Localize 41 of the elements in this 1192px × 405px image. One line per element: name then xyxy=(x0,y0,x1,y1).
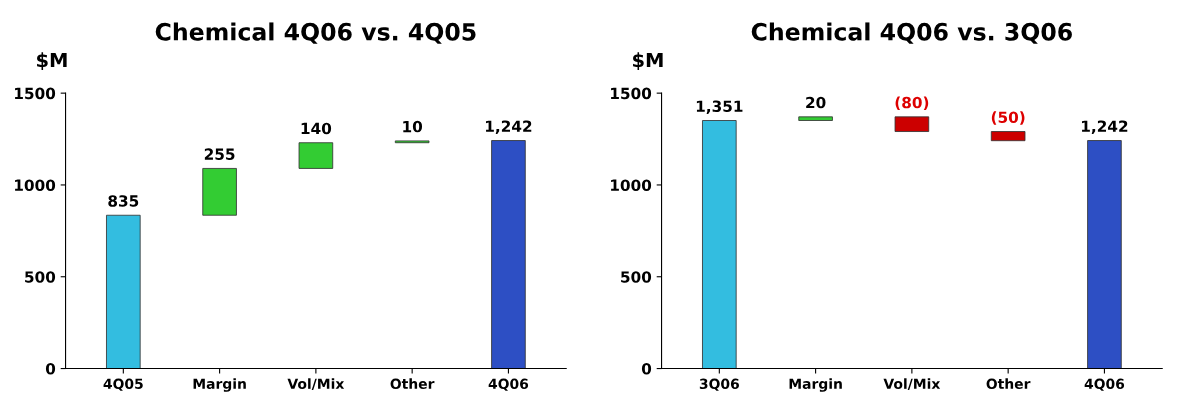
x-tick-label: Vol/Mix xyxy=(287,378,345,391)
data-label: 1,242 xyxy=(486,120,532,134)
bar xyxy=(298,142,334,169)
data-label: (50) xyxy=(991,111,1025,125)
x-tick-label: Margin xyxy=(193,378,246,392)
chart-title: Chemical 4Q06 vs. 4Q05 xyxy=(155,22,476,44)
y-tick-label: 500 xyxy=(621,271,652,283)
y-tick-label: 0 xyxy=(641,363,652,375)
bar xyxy=(491,140,526,369)
x-tick-label: Other xyxy=(390,378,435,390)
y-tick-label: 1000 xyxy=(611,179,652,191)
y-axis-title: $M xyxy=(633,52,663,70)
y-tick-label: 500 xyxy=(25,271,56,283)
data-label: 255 xyxy=(204,148,235,160)
x-tick-label: Vol/Mix xyxy=(883,378,941,391)
bar xyxy=(894,116,930,132)
bar xyxy=(106,214,141,369)
bar xyxy=(798,116,833,121)
bar xyxy=(202,168,237,216)
y-tick-label: 1000 xyxy=(15,179,56,191)
x-tick-label: 4Q05 xyxy=(103,378,143,391)
x-tick-label: Margin xyxy=(789,378,842,392)
y-tick-label: 0 xyxy=(45,363,56,375)
x-tick-label: Other xyxy=(986,378,1031,390)
chart-title: Chemical 4Q06 vs. 3Q06 xyxy=(751,22,1072,44)
data-label: 140 xyxy=(301,122,332,135)
bar xyxy=(990,131,1026,142)
y-tick-label: 1500 xyxy=(611,87,652,100)
y-axis-title: $M xyxy=(37,52,67,70)
data-label: (80) xyxy=(895,96,929,111)
x-tick-label: 3Q06 xyxy=(699,378,739,391)
data-label: 1,351 xyxy=(696,100,743,114)
bar xyxy=(1087,140,1122,369)
x-tick-label: 4Q06 xyxy=(1084,378,1125,391)
data-label: 20 xyxy=(806,96,826,109)
data-label: 835 xyxy=(108,195,139,207)
bar xyxy=(702,120,737,369)
x-tick-label: 4Q06 xyxy=(488,378,529,391)
data-label: 10 xyxy=(403,120,423,133)
y-tick-label: 1500 xyxy=(15,87,56,100)
data-label: 1,242 xyxy=(1082,120,1128,134)
